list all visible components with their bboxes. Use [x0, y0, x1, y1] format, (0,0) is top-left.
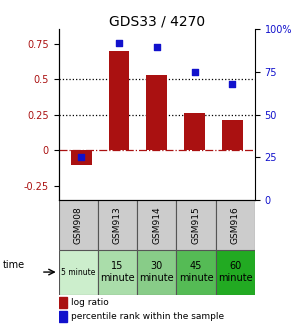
Bar	[176, 200, 216, 250]
Text: log ratio: log ratio	[71, 298, 109, 307]
Text: 15
minute: 15 minute	[100, 261, 135, 283]
Bar	[222, 120, 243, 150]
Bar	[146, 75, 167, 150]
Bar	[137, 200, 176, 250]
Text: GSM916: GSM916	[231, 206, 240, 244]
Bar	[59, 250, 98, 295]
Point	[192, 70, 197, 75]
Bar	[176, 250, 216, 295]
Bar	[71, 150, 92, 164]
Text: 45
minute: 45 minute	[179, 261, 213, 283]
Bar	[137, 250, 176, 295]
Text: 60
minute: 60 minute	[218, 261, 253, 283]
Bar	[59, 200, 98, 250]
Point	[230, 81, 235, 87]
Text: GSM915: GSM915	[192, 206, 200, 244]
Bar	[216, 200, 255, 250]
Bar	[59, 311, 67, 322]
Text: GSM914: GSM914	[152, 206, 161, 244]
Text: time: time	[3, 260, 25, 270]
Bar	[216, 250, 255, 295]
Point	[117, 41, 121, 46]
Bar	[98, 250, 137, 295]
Bar	[98, 200, 137, 250]
Bar	[184, 113, 205, 150]
Bar	[109, 51, 130, 150]
Text: 5 minute: 5 minute	[61, 267, 96, 277]
Point	[79, 155, 84, 160]
Title: GDS33 / 4270: GDS33 / 4270	[109, 14, 205, 28]
Point	[154, 44, 159, 49]
Text: percentile rank within the sample: percentile rank within the sample	[71, 312, 224, 321]
Bar	[59, 297, 67, 308]
Text: 30
minute: 30 minute	[139, 261, 174, 283]
Text: GSM908: GSM908	[74, 206, 83, 244]
Text: GSM913: GSM913	[113, 206, 122, 244]
